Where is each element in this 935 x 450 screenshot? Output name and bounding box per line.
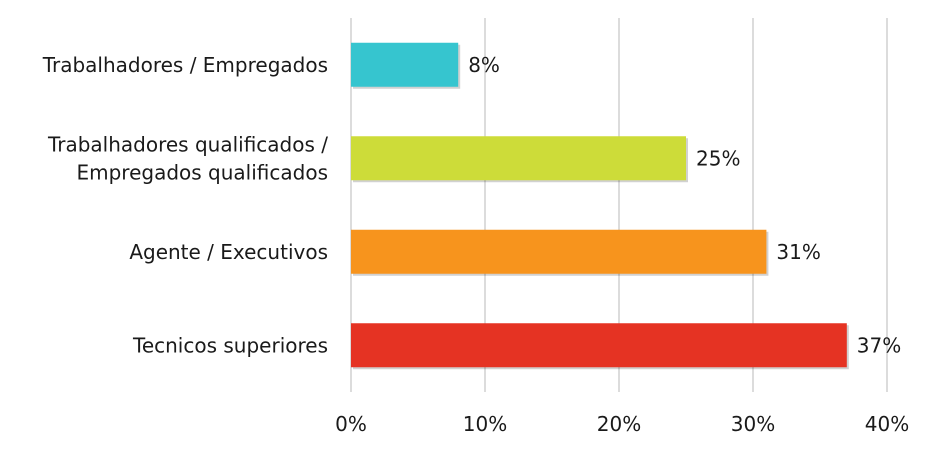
data-label: 31% <box>776 240 820 264</box>
x-axis-tick-labels: 0% 10% 20% 30% 40% <box>335 412 909 436</box>
category-label: Tecnicos superiores <box>132 333 328 357</box>
x-tick-label: 0% <box>335 412 367 436</box>
x-tick-label: 40% <box>865 412 909 436</box>
bar <box>351 42 459 87</box>
x-tick-label: 20% <box>597 412 641 436</box>
bar <box>351 229 767 274</box>
data-label: 8% <box>468 53 500 77</box>
bar <box>351 136 686 181</box>
data-label: 25% <box>696 146 740 170</box>
category-label: Trabalhadores qualificados / Empregados q… <box>47 132 328 184</box>
category-label-line: Agente / Executivos <box>129 240 328 264</box>
category-label: Agente / Executivos <box>129 240 328 264</box>
category-label-line: Trabalhadores qualificados / <box>47 132 328 156</box>
x-tick-label: 10% <box>463 412 507 436</box>
category-label-line: Tecnicos superiores <box>132 333 328 357</box>
data-labels: 8% 25% 31% 37% <box>468 53 901 358</box>
data-label: 37% <box>857 333 901 357</box>
category-labels: Trabalhadores / Empregados Trabalhadores … <box>42 53 329 358</box>
category-label: Trabalhadores / Empregados <box>42 53 328 77</box>
x-tick-label: 30% <box>731 412 775 436</box>
category-label-line: Empregados qualificados <box>76 160 328 184</box>
category-label-line: Trabalhadores / Empregados <box>42 53 328 77</box>
bars <box>351 42 849 370</box>
bar <box>351 323 847 368</box>
